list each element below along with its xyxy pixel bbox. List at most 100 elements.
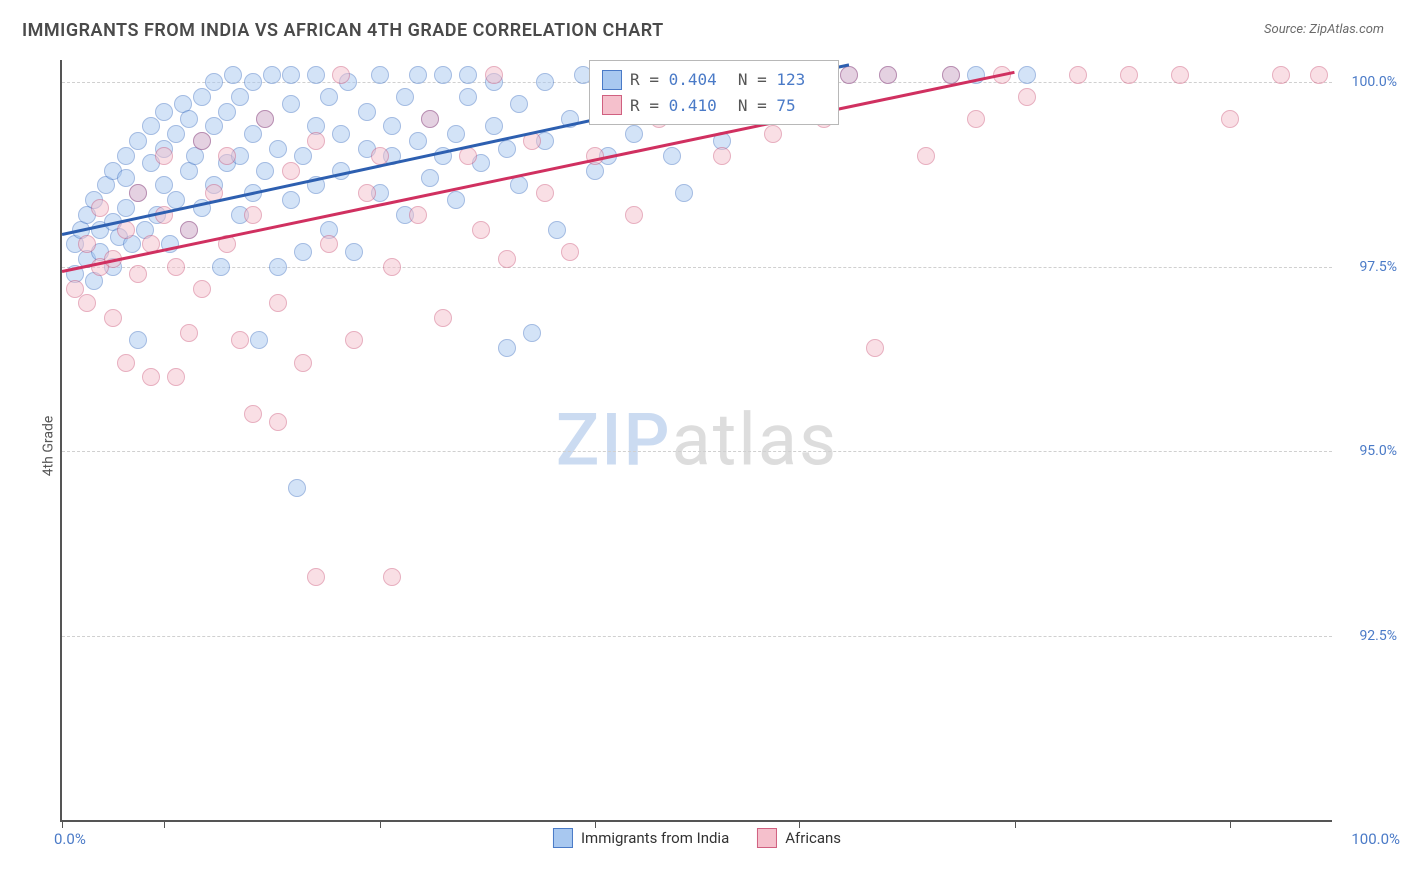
scatter-point: [510, 95, 528, 113]
scatter-point: [294, 243, 312, 261]
watermark: ZIPatlas: [556, 398, 838, 483]
y-axis-label: 4th Grade: [40, 416, 56, 477]
scatter-point: [288, 479, 306, 497]
scatter-point: [383, 568, 401, 586]
scatter-point: [282, 191, 300, 209]
legend-stats-row: R = 0.410 N = 75: [602, 93, 826, 119]
scatter-point: [180, 110, 198, 128]
scatter-point: [371, 66, 389, 84]
scatter-point: [294, 147, 312, 165]
scatter-point: [294, 354, 312, 372]
scatter-point: [117, 354, 135, 372]
scatter-point: [498, 339, 516, 357]
scatter-point: [250, 331, 268, 349]
scatter-plot: ZIPatlas 92.5%95.0%97.5%100.0%0.0%100.0%…: [60, 60, 1332, 822]
scatter-point: [231, 331, 249, 349]
scatter-point: [358, 184, 376, 202]
scatter-point: [307, 568, 325, 586]
scatter-point: [548, 221, 566, 239]
scatter-point: [78, 294, 96, 312]
scatter-point: [320, 235, 338, 253]
scatter-point: [244, 125, 262, 143]
scatter-point: [193, 88, 211, 106]
scatter-point: [282, 95, 300, 113]
scatter-point: [269, 258, 287, 276]
scatter-point: [967, 110, 985, 128]
scatter-point: [485, 117, 503, 135]
scatter-point: [1018, 88, 1036, 106]
scatter-point: [167, 368, 185, 386]
scatter-point: [244, 405, 262, 423]
legend-swatch: [602, 95, 622, 115]
scatter-point: [675, 184, 693, 202]
gridline: [62, 451, 1332, 452]
scatter-point: [942, 66, 960, 84]
scatter-point: [409, 132, 427, 150]
scatter-point: [244, 73, 262, 91]
scatter-point: [193, 132, 211, 150]
legend-label: Africans: [785, 829, 841, 847]
y-tick-label: 100.0%: [1352, 74, 1397, 90]
scatter-point: [129, 132, 147, 150]
scatter-point: [307, 132, 325, 150]
scatter-point: [129, 265, 147, 283]
scatter-point: [409, 206, 427, 224]
scatter-point: [498, 250, 516, 268]
scatter-point: [332, 125, 350, 143]
scatter-point: [205, 73, 223, 91]
scatter-point: [434, 66, 452, 84]
scatter-point: [218, 147, 236, 165]
scatter-point: [218, 103, 236, 121]
x-tick: [380, 820, 381, 828]
gridline: [62, 267, 1332, 268]
scatter-point: [282, 162, 300, 180]
x-tick: [1230, 820, 1231, 828]
scatter-point: [625, 206, 643, 224]
scatter-point: [459, 147, 477, 165]
scatter-point: [383, 117, 401, 135]
scatter-point: [866, 339, 884, 357]
scatter-point: [256, 110, 274, 128]
scatter-point: [713, 147, 731, 165]
watermark-atlas: atlas: [672, 398, 839, 483]
scatter-point: [78, 235, 96, 253]
scatter-point: [91, 199, 109, 217]
legend-item: Africans: [757, 828, 841, 848]
scatter-point: [421, 169, 439, 187]
scatter-point: [155, 176, 173, 194]
scatter-point: [396, 88, 414, 106]
scatter-point: [917, 147, 935, 165]
scatter-point: [117, 169, 135, 187]
bottom-legend: Immigrants from India Africans: [553, 828, 841, 848]
y-tick-label: 95.0%: [1359, 443, 1397, 459]
legend-stats-row: R = 0.404 N = 123: [602, 67, 826, 93]
legend-stats-box: R = 0.404 N = 123R = 0.410 N = 75: [589, 60, 839, 125]
x-tick: [799, 820, 800, 828]
scatter-point: [193, 280, 211, 298]
scatter-point: [447, 191, 465, 209]
y-tick-label: 97.5%: [1359, 259, 1397, 275]
scatter-point: [663, 147, 681, 165]
scatter-point: [180, 324, 198, 342]
scatter-point: [104, 309, 122, 327]
legend-label: Immigrants from India: [581, 829, 729, 847]
scatter-point: [561, 243, 579, 261]
scatter-point: [840, 66, 858, 84]
scatter-point: [269, 294, 287, 312]
scatter-point: [142, 117, 160, 135]
scatter-point: [167, 125, 185, 143]
scatter-point: [180, 221, 198, 239]
scatter-point: [332, 66, 350, 84]
scatter-point: [434, 309, 452, 327]
scatter-point: [536, 184, 554, 202]
scatter-point: [155, 147, 173, 165]
scatter-point: [536, 73, 554, 91]
scatter-point: [523, 324, 541, 342]
scatter-point: [224, 66, 242, 84]
scatter-point: [307, 66, 325, 84]
legend-swatch: [602, 70, 622, 90]
scatter-point: [263, 66, 281, 84]
scatter-point: [244, 206, 262, 224]
chart-title: IMMIGRANTS FROM INDIA VS AFRICAN 4TH GRA…: [22, 20, 664, 41]
y-tick-label: 92.5%: [1359, 628, 1397, 644]
